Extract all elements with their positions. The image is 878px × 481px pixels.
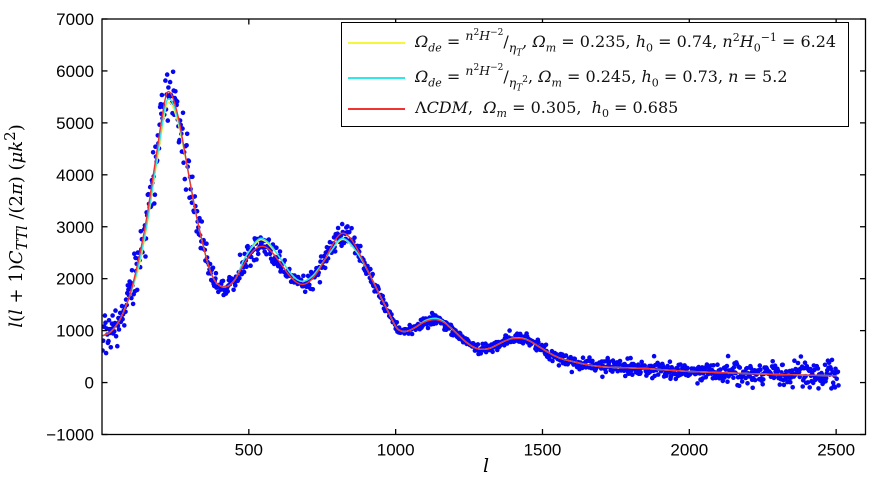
legend: Ωde = n2H−2/ηT, Ωm = 0.235, h0 = 0.74, n… [341, 22, 849, 127]
y-tick-label: 1000 [56, 322, 94, 341]
y-tick-label: 5000 [56, 114, 94, 133]
x-axis-label: l [483, 455, 490, 477]
legend-item-label: Ωde = n2H−2/ηT2, Ωm = 0.245, h0 = 0.73, … [415, 62, 788, 94]
legend-item: Ωde = n2H−2/ηT, Ωm = 0.235, h0 = 0.74, n… [348, 28, 842, 59]
y-tick-label: 0 [85, 374, 94, 393]
x-tick-label: 2000 [670, 441, 708, 460]
y-tick-label: 4000 [56, 166, 94, 185]
y-tick-label: −1000 [46, 426, 94, 445]
y-axis-label: l(l + 1)CTTl /(2π) (μk2) [1, 124, 31, 328]
yellow-model-line-swatch [348, 42, 405, 45]
x-tick-label: 2500 [817, 441, 855, 460]
model-curve-cyan-model [102, 98, 837, 377]
legend-item-label: Ωde = n2H−2/ηT, Ωm = 0.235, h0 = 0.74, n… [415, 28, 837, 59]
legend-item: ΛCDM, Ωm = 0.305, h0 = 0.685 [348, 98, 842, 120]
y-tick-label: 6000 [56, 62, 94, 81]
legend-item: Ωde = n2H−2/ηT2, Ωm = 0.245, h0 = 0.73, … [348, 63, 842, 94]
model-curve-lcdm-model [102, 90, 837, 377]
axes-frame: 500 1000 1500 2000 2500 −1000 0 1000 2000 3000 400… [46, 10, 867, 460]
x-tick-label: 1000 [377, 441, 415, 460]
cyan-model-line-swatch [348, 77, 405, 80]
y-tick-label: 2000 [56, 270, 94, 289]
y-tick-label: 3000 [56, 218, 94, 237]
y-tick-label: 7000 [56, 10, 94, 29]
lcdm-model-line-swatch [348, 107, 405, 110]
x-tick-label: 500 [235, 441, 263, 460]
x-tick-label: 1500 [524, 441, 562, 460]
legend-item-label: ΛCDM, Ωm = 0.305, h0 = 0.685 [415, 97, 679, 120]
model-curve-yellow-model [102, 101, 837, 377]
